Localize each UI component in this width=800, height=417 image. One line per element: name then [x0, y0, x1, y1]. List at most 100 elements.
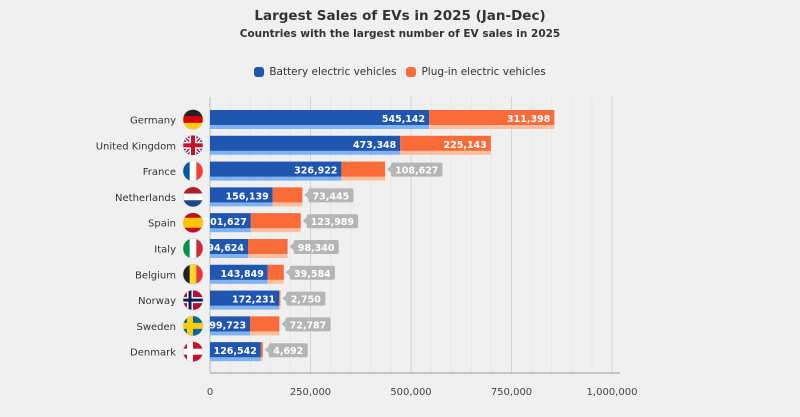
flag-outline [182, 264, 204, 285]
flag-stripe [189, 264, 197, 285]
x-tick-label: 1,000,000 [587, 387, 638, 398]
legend: Battery electric vehicles Plug-in electr… [0, 66, 800, 78]
flag-stripe [196, 161, 203, 182]
callout-box [391, 162, 443, 177]
italy-flag-icon [183, 238, 203, 259]
bev-bar [210, 161, 342, 177]
phev-bar [250, 316, 280, 332]
bev-value-label: 156,139 [225, 191, 268, 202]
flag-stripe [189, 238, 197, 259]
x-tick-label: 750,000 [491, 387, 532, 398]
category-label: United Kingdom [96, 141, 176, 152]
category-label: Norway [138, 296, 176, 307]
uk-flag-icon [183, 135, 203, 156]
bev-bar [210, 290, 280, 306]
callout-box [306, 214, 359, 229]
phev-bar [250, 213, 301, 229]
legend-swatch-bev [254, 67, 265, 77]
callout-box [285, 317, 331, 332]
netherlands-flag-icon [183, 186, 203, 207]
category-label: Denmark [130, 348, 176, 359]
phev-value-label: 72,787 [290, 320, 327, 331]
phev-value-label: 123,989 [311, 217, 354, 228]
phev-bar [260, 342, 263, 358]
flag-stripe [183, 186, 203, 194]
belgium-flag-icon [183, 264, 203, 285]
phev-value-label: 98,340 [298, 243, 335, 254]
phev-value-label: 108,627 [395, 166, 438, 177]
category-label: Belgium [135, 270, 176, 281]
flag-outline [182, 289, 204, 311]
callout-pointer [289, 243, 294, 250]
flag-stripe [183, 193, 203, 201]
phev-value-label: 39,584 [294, 269, 331, 280]
callout-pointer [264, 346, 269, 354]
bev-bar [210, 187, 273, 203]
category-label: Netherlands [115, 193, 176, 204]
category-label: Spain [148, 219, 176, 230]
x-tick-label: 0 [207, 387, 213, 398]
x-tick-label: 500,000 [390, 387, 431, 398]
bev-bar [210, 316, 251, 332]
phev-bar [279, 290, 281, 306]
callout-pointer [304, 191, 309, 199]
flag-stripe [183, 200, 203, 207]
flag-stripe [183, 109, 203, 117]
flag-outline [182, 315, 204, 337]
callout-pointer [285, 268, 290, 276]
phev-value-label: 4,692 [273, 346, 303, 357]
callout-pointer [302, 217, 307, 225]
bev-value-label: 326,922 [294, 166, 337, 177]
bev-value-label: 101,627 [204, 217, 247, 228]
phev-value-label: 2,750 [291, 295, 321, 306]
sweden-flag-icon [183, 315, 203, 336]
bev-value-label: 172,231 [232, 295, 275, 306]
callout-pointer [282, 294, 287, 302]
legend-label-bev: Battery electric vehicles [269, 66, 397, 78]
bev-bar [210, 342, 261, 358]
chart-title: Largest Sales of EVs in 2025 (Jan-Dec) [254, 8, 546, 24]
flag-stripe [196, 264, 203, 285]
x-tick-label: 250,000 [290, 387, 331, 398]
flag-stripe [183, 238, 190, 259]
phev-bar [429, 110, 555, 125]
legend-item-phev[interactable]: Plug-in electric vehicles [406, 66, 546, 78]
flag-stripe [183, 116, 203, 124]
legend-item-bev[interactable]: Battery electric vehicles [254, 66, 396, 78]
legend-label-phev: Plug-in electric vehicles [421, 66, 546, 78]
callout-pointer [387, 165, 392, 173]
callout-box [308, 188, 354, 203]
denmark-flag-icon [183, 341, 203, 362]
phev-value-label: 73,445 [313, 191, 350, 202]
callout-box [286, 291, 326, 306]
norway-flag-icon [183, 290, 203, 311]
bev-value-label: 99,723 [209, 320, 246, 331]
bev-value-label: 545,142 [382, 114, 425, 125]
phev-bar [272, 187, 303, 203]
phev-value-label: 311,398 [507, 114, 551, 125]
flag-cross [187, 341, 193, 362]
bev-value-label: 94,624 [207, 243, 244, 254]
phev-value-label: 225,143 [444, 140, 487, 151]
flag-cross [191, 135, 195, 156]
flag-stripe [189, 161, 197, 182]
category-label: Germany [130, 116, 176, 127]
flag-stripe [183, 161, 190, 182]
phev-bar [341, 161, 386, 177]
bev-value-label: 473,348 [353, 140, 397, 151]
flag-outline [182, 160, 204, 182]
flag-stripe [196, 238, 203, 259]
flag-outline [182, 238, 204, 259]
legend-swatch-phev [406, 67, 417, 77]
flag-outline [182, 341, 204, 362]
category-label: Sweden [136, 322, 176, 333]
callout-box [268, 343, 308, 358]
callout-box [293, 240, 339, 254]
category-label: Italy [154, 245, 176, 256]
callout-pointer [281, 320, 286, 328]
chart-subtitle: Countries with the largest number of EV … [239, 28, 561, 40]
flag-stripe [183, 264, 190, 285]
flag-stripe [183, 212, 203, 218]
bev-value-label: 126,542 [214, 346, 257, 357]
